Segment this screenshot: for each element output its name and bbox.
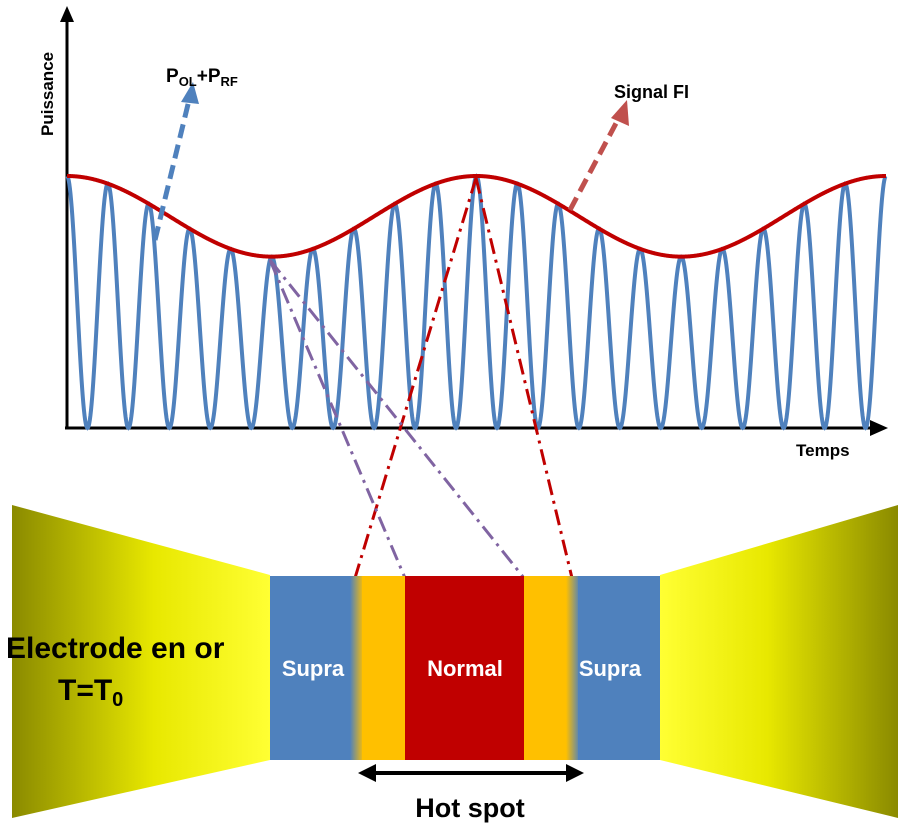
- signal-fi-label: Signal FI: [614, 82, 689, 102]
- supra-right-label: Supra: [579, 656, 642, 681]
- supra-left-label: Supra: [282, 656, 345, 681]
- projection-purple-right: [268, 259, 526, 579]
- pol-prf-pointer: [152, 82, 199, 241]
- normal-block: [405, 576, 525, 760]
- supra-right-block: [578, 576, 660, 760]
- projection-purple-left: [268, 259, 407, 579]
- transition-left-fade: [350, 576, 364, 760]
- projection-lines: [268, 177, 574, 579]
- normal-label: Normal: [427, 656, 503, 681]
- carrier-wave: [65, 173, 888, 431]
- x-axis-label: Temps: [796, 441, 850, 460]
- signal-fi-pointer: [567, 100, 629, 212]
- transition-right-block: [524, 576, 568, 760]
- y-axis-label: Puissance: [38, 52, 57, 136]
- pol-prf-label: POL+PRF: [166, 66, 238, 89]
- transition-right-fade: [566, 576, 580, 760]
- transition-left-block: [362, 576, 406, 760]
- hot-spot-span-arrow: [358, 764, 584, 782]
- electrode-label-line1: Electrode en or: [6, 632, 225, 665]
- hot-spot-label: Hot spot: [415, 793, 524, 823]
- left-gold-electrode: [12, 505, 270, 818]
- y-axis-arrowhead: [60, 6, 74, 22]
- electrode-label-line2: T=T0: [58, 674, 123, 711]
- x-axis-arrowhead: [870, 420, 888, 436]
- projection-red-right: [474, 177, 574, 579]
- projection-red-left: [353, 177, 478, 579]
- right-gold-electrode: [660, 505, 898, 818]
- envelope-curve: [67, 174, 886, 259]
- supra-left-block: [270, 576, 356, 760]
